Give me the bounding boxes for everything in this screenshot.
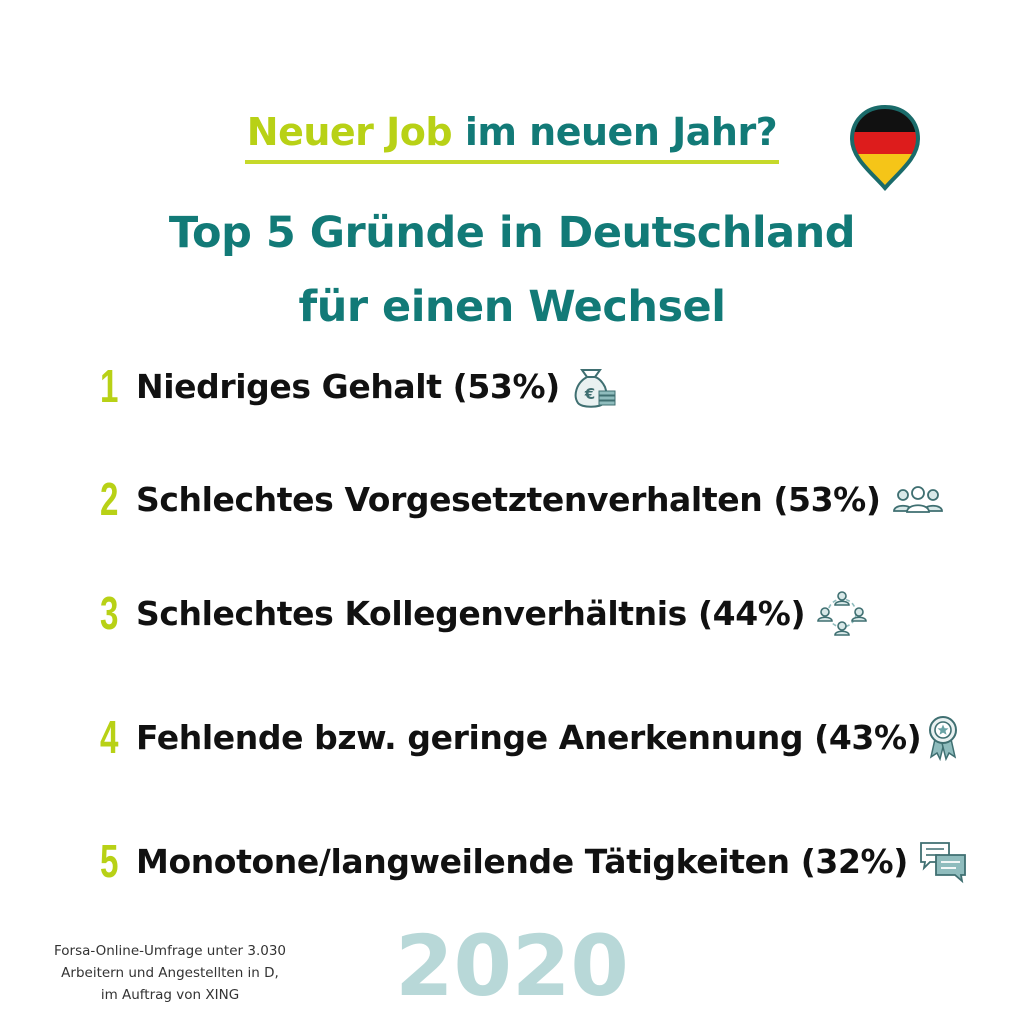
reason-item-2: 2 Schlechtes Vorgesetztenverhalten (53%) xyxy=(100,469,945,529)
subtitle-line-2: für einen Wechsel xyxy=(298,282,726,332)
team-cycle-icon xyxy=(815,589,869,637)
source-line-1: Forsa-Online-Umfrage unter 3.030 xyxy=(53,943,287,959)
reason-rank: 3 xyxy=(100,587,119,639)
subtitle-line-1: Top 5 Gründe in Deutschland xyxy=(168,208,856,258)
reason-rank: 4 xyxy=(100,711,119,763)
reason-rank: 2 xyxy=(100,473,119,525)
reason-text: Schlechtes Vorgesetztenverhalten (53%) xyxy=(136,479,881,519)
subtitle: Top 5 Gründe in Deutschland für einen We… xyxy=(0,196,1024,344)
reason-item-5: 5 Monotone/langweilende Tätigkeiten (32%… xyxy=(100,831,972,891)
reason-text: Schlechtes Kollegenverhältnis (44%) xyxy=(136,593,806,633)
svg-text:€: € xyxy=(584,385,595,403)
reason-item-3: 3 Schlechtes Kollegenverhältnis (44%) xyxy=(100,583,869,643)
headline-underlined: Neuer Job im neuen Jahr? xyxy=(244,104,780,164)
reason-rank: 5 xyxy=(100,835,119,887)
source-line-3: im Auftrag von XING xyxy=(100,987,240,1003)
reason-item-4: 4 Fehlende bzw. geringe Anerkennung (43%… xyxy=(100,707,979,767)
source-line-2: Arbeitern und Angestellten in D, xyxy=(61,965,279,981)
reason-item-1: 1 Niedriges Gehalt (53%) € xyxy=(100,356,624,416)
germany-flag-pin-icon xyxy=(847,102,923,192)
source-note: Forsa-Online-Umfrage unter 3.030 Arbeite… xyxy=(30,940,310,1006)
people-group-icon xyxy=(891,475,945,523)
year-label: 2020 xyxy=(395,917,629,1015)
award-badge-icon xyxy=(925,713,979,761)
reason-text: Niedriges Gehalt (53%) xyxy=(136,366,560,406)
reason-rank: 1 xyxy=(100,360,119,412)
headline: Neuer Job im neuen Jahr? xyxy=(0,104,1024,164)
headline-part-new-year: im neuen Jahr? xyxy=(464,110,778,154)
money-bag-euro-icon: € xyxy=(570,362,624,410)
headline-part-new-job: Neuer Job xyxy=(246,110,453,154)
chat-bubbles-icon xyxy=(918,837,972,885)
reason-text: Fehlende bzw. geringe Anerkennung (43%) xyxy=(136,717,922,757)
reason-text: Monotone/langweilende Tätigkeiten (32%) xyxy=(136,841,908,881)
